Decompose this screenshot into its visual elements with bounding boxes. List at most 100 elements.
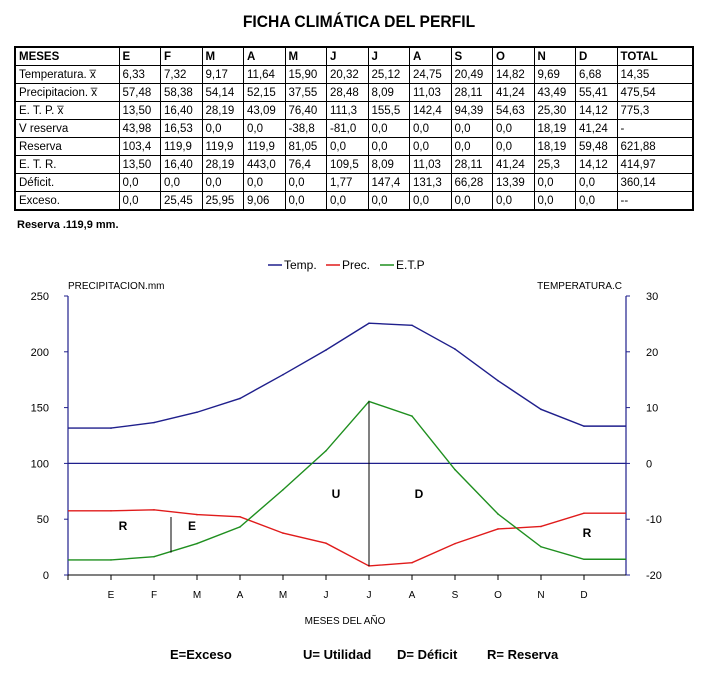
table-cell: 43,98 xyxy=(118,119,161,138)
table-row: Exceso. 0,0 25,45 25,95 9,06 0,0 0,0 0,0 0,0 0,0 0… xyxy=(14,191,694,211)
table-header-cell: M xyxy=(284,46,327,66)
x-tick-label: A xyxy=(237,590,244,601)
footer-label: E=Exceso xyxy=(170,647,232,662)
annotation-label: E xyxy=(188,519,196,533)
table-cell: 0,0 xyxy=(243,173,286,192)
table-cell: 41,24 xyxy=(575,119,618,138)
table-row-label: Reserva xyxy=(14,137,120,156)
table-cell: 6,68 xyxy=(575,65,618,84)
series-point xyxy=(153,555,155,558)
annotation-label: U xyxy=(332,487,341,501)
chart-annotations: R E U D R xyxy=(119,401,592,566)
table-row: E. T. R. 13,50 16,40 28,19 443,0 76,4 109,5 8,0… xyxy=(14,155,694,174)
table-cell: 360,14 xyxy=(616,173,694,192)
table-row-label: Déficit. xyxy=(14,173,120,192)
table-header-cell: A xyxy=(409,46,452,66)
x-tick-label: M xyxy=(193,590,201,601)
table-row-label: Exceso. xyxy=(14,191,120,211)
table-cell: 0,0 xyxy=(243,119,286,138)
series-point xyxy=(411,561,413,564)
series-point xyxy=(411,324,413,327)
series-point xyxy=(153,421,155,424)
series-point xyxy=(153,509,155,511)
table-row-label: V reserva xyxy=(14,119,120,138)
table-header-cell: J xyxy=(367,46,410,66)
table-cell: 52,15 xyxy=(243,83,286,102)
table-cell: 58,38 xyxy=(160,83,203,102)
table-cell: 16,40 xyxy=(160,101,203,120)
table-cell: 28,19 xyxy=(201,101,244,120)
series-point xyxy=(368,322,370,325)
y-right-tick-label: -20 xyxy=(646,570,662,582)
y-axis-left-label: PRECIPITACION.mm xyxy=(68,281,164,292)
table-header-cell: E xyxy=(118,46,161,66)
series-point xyxy=(583,558,585,561)
table-header-cell: N xyxy=(533,46,576,66)
table-cell: 66,28 xyxy=(450,173,493,192)
table-cell: 0,0 xyxy=(367,191,410,211)
table-cell: 18,19 xyxy=(533,119,576,138)
table-cell: 59,48 xyxy=(575,137,618,156)
table-cell: -- xyxy=(616,191,694,211)
footer-label: D= Déficit xyxy=(397,647,458,662)
table-cell: 155,5 xyxy=(367,101,410,120)
x-tick-label: F xyxy=(151,590,157,601)
table-row: Precipitacion. x̅ 57,48 58,38 54,14 52,15 37,… xyxy=(14,83,694,102)
series-point xyxy=(497,513,499,515)
table-cell: 147,4 xyxy=(367,173,410,192)
table-cell: 13,39 xyxy=(492,173,535,192)
table-cell: -81,0 xyxy=(326,119,369,138)
series-point xyxy=(196,411,198,414)
table-cell: 9,17 xyxy=(201,65,244,84)
table-cell: 28,11 xyxy=(450,83,493,102)
chart-legend: Temp. Prec. E.T.P xyxy=(268,258,425,272)
series-point xyxy=(282,532,284,534)
table-cell: 0,0 xyxy=(575,173,618,192)
table-cell: 41,24 xyxy=(492,83,535,102)
table-cell: 57,48 xyxy=(118,83,161,102)
table-cell: 54,63 xyxy=(492,101,535,120)
table-cell: 55,41 xyxy=(575,83,618,102)
table-cell: 16,40 xyxy=(160,155,203,174)
table-cell: 0,0 xyxy=(326,191,369,211)
chart-footer: E=Exceso U= Utilidad D= Déficit R= Reserva xyxy=(170,647,559,662)
table-header-cell: O xyxy=(492,46,535,66)
table-cell: 25,3 xyxy=(533,155,576,174)
table-cell: 0,0 xyxy=(533,191,576,211)
y-right-tick-label: 10 xyxy=(646,403,658,415)
series-point xyxy=(497,528,499,530)
series-line-2 xyxy=(68,400,626,561)
table-cell: 28,19 xyxy=(201,155,244,174)
table-cell: 0,0 xyxy=(201,173,244,192)
table-cell: 9,06 xyxy=(243,191,286,211)
x-tick-label: M xyxy=(279,590,287,601)
footer-label: R= Reserva xyxy=(487,647,559,662)
series-point xyxy=(583,425,585,427)
x-tick-label: D xyxy=(580,590,587,601)
table-cell: - xyxy=(616,119,694,138)
series-point xyxy=(196,513,198,516)
table-cell: 8,09 xyxy=(367,155,410,174)
x-tick-label: A xyxy=(409,590,416,601)
table-cell: 41,24 xyxy=(492,155,535,174)
series-point xyxy=(282,373,284,376)
y-right-tick-label: -10 xyxy=(646,514,662,526)
table-cell: 25,45 xyxy=(160,191,203,211)
table-cell: 15,90 xyxy=(284,65,327,84)
y-left-tick-label: 0 xyxy=(43,570,49,582)
table-cell: 25,95 xyxy=(201,191,244,211)
y-right-tick-label: 20 xyxy=(646,347,658,359)
y-left-tick-label: 200 xyxy=(31,347,49,359)
table-cell: 18,19 xyxy=(533,137,576,156)
y-axis-right-label: TEMPERATURA.C xyxy=(537,281,622,292)
annotation-label: R xyxy=(119,519,128,533)
series-point xyxy=(583,512,585,514)
series-point xyxy=(110,559,112,561)
table-cell: 131,3 xyxy=(409,173,452,192)
table-header-row: MESES E F M A M J J A S O N D TOTAL xyxy=(14,46,694,66)
table-cell: 0,0 xyxy=(533,173,576,192)
table-row: Temperatura. x̅ 6,33 7,32 9,17 11,64 15,90 20,… xyxy=(14,65,694,84)
page-title: FICHA CLIMÁTICA DEL PERFIL xyxy=(242,12,476,31)
table-cell: 94,39 xyxy=(450,101,493,120)
climate-chart: Temp. Prec. E.T.P PRECIPITACION.mm TEMPERA… xyxy=(31,258,662,662)
